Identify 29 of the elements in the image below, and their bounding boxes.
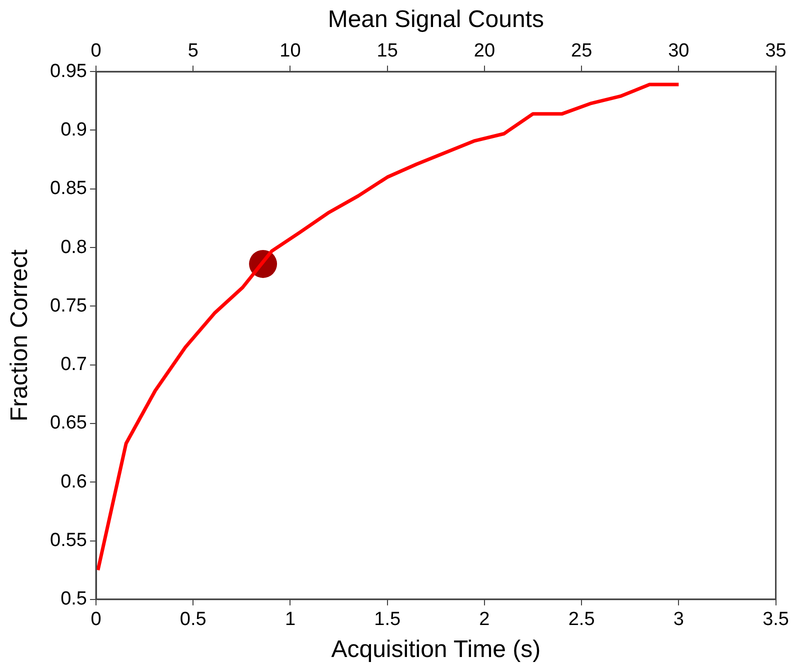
x-tick-label: 1 (284, 609, 296, 630)
y-tick-label: 0.6 (60, 471, 87, 492)
y-tick-label: 0.5 (60, 588, 87, 610)
x-axis-title: Acquisition Time (s) (331, 636, 541, 664)
x-tick-label: 0.5 (180, 609, 206, 630)
x2-tick-label: 20 (474, 40, 496, 62)
x-tick-label: 3.5 (762, 609, 790, 630)
x-tick-label: 0 (90, 609, 102, 630)
y-tick-label: 0.65 (50, 412, 87, 434)
x2-axis-title: Mean Signal Counts (328, 6, 544, 34)
x2-tick-label: 10 (280, 40, 301, 62)
x2-tick-label: 15 (376, 40, 398, 62)
x-tick-label: 2 (479, 609, 490, 630)
x-tick-label: 1.5 (374, 609, 401, 630)
x2-tick-label: 30 (668, 40, 690, 62)
x2-tick-label: 0 (90, 40, 102, 62)
y-tick-label: 0.8 (60, 236, 87, 258)
y-tick-label: 0.95 (50, 60, 87, 82)
y-axis-title: Fraction Correct (6, 249, 34, 422)
y-tick-label: 0.9 (60, 119, 87, 140)
x2-tick-label: 25 (570, 40, 592, 62)
x2-tick-label: 5 (188, 40, 198, 62)
y-tick-label: 0.75 (50, 295, 87, 316)
x-tick-label: 2.5 (568, 609, 595, 630)
y-tick-label: 0.55 (50, 530, 87, 551)
x-tick-label: 3 (673, 609, 684, 630)
x2-tick-label: 35 (765, 40, 786, 62)
y-tick-label: 0.85 (50, 178, 87, 200)
y-tick-label: 0.7 (60, 354, 87, 376)
